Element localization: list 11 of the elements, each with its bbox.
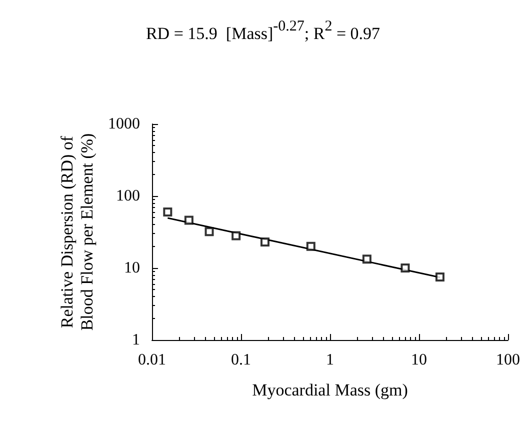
x-tick-label: 0.1 [231,352,251,368]
y-tick-label: 1000 [108,116,140,132]
y-tick-label: 10 [124,260,140,276]
x-tick-label: 10 [411,352,427,368]
y-tick-label: 1 [132,332,140,348]
x-tick-label: 100 [496,352,520,368]
y-axis-title: Relative Dispersion (RD) of Blood Flow per Element (%) [58,133,97,331]
y-tick-label: 100 [116,188,140,204]
x-axis-title: Myocardial Mass (gm) [252,380,408,400]
x-tick-label: 0.01 [138,352,166,368]
x-tick-label: 1 [326,352,334,368]
